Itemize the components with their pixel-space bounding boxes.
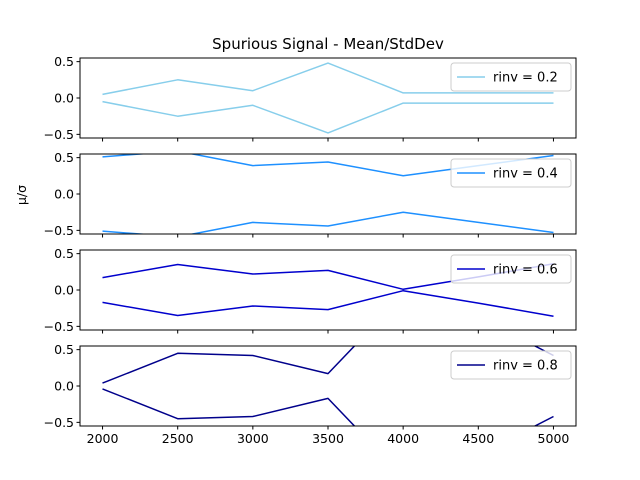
legend: rinv = 0.8 (450, 350, 572, 380)
series-line-lower (102, 211, 554, 234)
panel-4: −0.5 0.0 0.5 2000 2500 3000 3500 4000 4500 5000 ri… (44, 342, 577, 446)
y-tick-label: 0.0 (54, 187, 74, 202)
legend: rinv = 0.4 (450, 158, 572, 188)
x-tick-label: 4000 (387, 431, 419, 446)
panel-1: −0.5 0.0 0.5 rinv = 0.2 (44, 54, 577, 142)
legend-box (450, 254, 572, 284)
y-tick-label: −0.5 (44, 415, 74, 430)
legend-label: rinv = 0.6 (493, 263, 558, 278)
y-tick-label: −0.5 (44, 127, 74, 142)
chart-title: Spurious Signal - Mean/StdDev (212, 35, 444, 53)
series-line-lower (102, 388, 554, 426)
y-axis-label: μ/σ (14, 185, 29, 205)
legend: rinv = 0.2 (450, 62, 572, 92)
y-tick-label: 0.5 (54, 54, 74, 69)
legend-label: rinv = 0.8 (493, 359, 558, 374)
series-line-lower (102, 289, 554, 317)
y-tick-label: −0.5 (44, 223, 74, 238)
legend-box (450, 158, 572, 188)
y-tick-label: 0.5 (54, 246, 74, 261)
x-tick-label: 2000 (87, 431, 119, 446)
panel-3: −0.5 0.0 0.5 rinv = 0.6 (44, 246, 577, 334)
y-tick-label: −0.5 (44, 319, 74, 334)
series-line-upper (102, 346, 554, 384)
legend-box (450, 350, 572, 380)
y-tick-label: 0.0 (54, 91, 74, 106)
y-tick-label: 0.5 (54, 150, 74, 165)
legend-label: rinv = 0.4 (493, 167, 558, 182)
panel-data (102, 346, 554, 426)
x-tick-label: 2500 (162, 431, 194, 446)
series-line-upper (102, 62, 554, 96)
panel-2: −0.5 0.0 0.5 rinv = 0.4 (44, 150, 577, 238)
legend-box (450, 62, 572, 92)
x-tick-label: 3500 (312, 431, 344, 446)
series-line-lower (102, 100, 554, 134)
legend-label: rinv = 0.2 (493, 71, 558, 86)
y-tick-label: 0.0 (54, 379, 74, 394)
panels-group: −0.5 0.0 0.5 rinv = 0.2 −0.5 0.0 0.5 rinv = 0.4… (44, 54, 577, 446)
y-tick-label: 0.0 (54, 283, 74, 298)
panel-data (102, 62, 554, 134)
y-tick-label: 0.5 (54, 342, 74, 357)
legend: rinv = 0.6 (450, 254, 572, 284)
x-tick-label: 3000 (237, 431, 269, 446)
x-tick-label: 5000 (538, 431, 570, 446)
x-tick-label: 4500 (462, 431, 494, 446)
